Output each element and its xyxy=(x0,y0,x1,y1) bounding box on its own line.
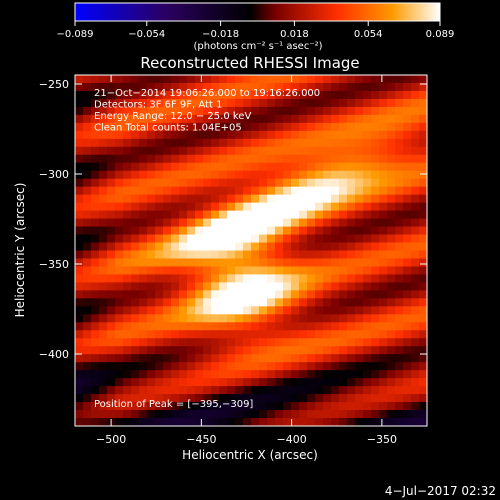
colorbar-ticks: −0.089 −0.054 −0.018 0.018 0.054 0.089 xyxy=(56,21,454,40)
colorbar-tick-label: −0.089 xyxy=(56,29,93,40)
plot-frame xyxy=(74,74,428,427)
footer-date: 4−Jul−2017 02:32 xyxy=(385,484,496,498)
colorbar-gradient xyxy=(74,2,441,22)
y-tick-label: −300 xyxy=(39,168,69,181)
peak-position-label: Position of Peak = [−395,−309] xyxy=(94,399,253,410)
x-tick-label: −500 xyxy=(96,433,126,446)
x-tick-label: −400 xyxy=(277,433,307,446)
colorbar-tick-label: 0.089 xyxy=(426,29,455,40)
y-axis-ticks: −250 −300 −350 −400 xyxy=(39,78,427,361)
x-tick-label: −350 xyxy=(367,433,397,446)
colorbar-tick-label: 0.018 xyxy=(280,29,309,40)
colorbar-tick-label: 0.054 xyxy=(354,29,383,40)
colorbar-tick-label: −0.018 xyxy=(202,29,239,40)
chart-title: Reconstructed RHESSI Image xyxy=(140,54,359,72)
info-line: Detectors: 3F 6F 9F, Att 1 xyxy=(94,100,222,111)
info-line: 21−Oct−2014 19:06:26.000 to 19:16:26.000 xyxy=(94,88,320,99)
x-axis-label: Heliocentric X (arcsec) xyxy=(182,448,318,462)
y-tick-label: −400 xyxy=(39,348,69,361)
y-tick-label: −350 xyxy=(39,258,69,271)
x-axis-ticks: −500 −450 −400 −350 xyxy=(96,75,397,446)
x-tick-label: −450 xyxy=(186,433,216,446)
colorbar-tick-label: −0.054 xyxy=(128,29,165,40)
info-line: Clean Total counts: 1.04E+05 xyxy=(94,123,242,134)
colorbar: −0.089 −0.054 −0.018 0.018 0.054 0.089 (photo… xyxy=(56,2,454,52)
y-tick-label: −250 xyxy=(39,78,69,91)
colorbar-unit-label: (photons cm⁻² s⁻¹ asec⁻²) xyxy=(193,41,322,52)
info-text-block: 21−Oct−2014 19:06:26.000 to 19:16:26.000… xyxy=(94,88,320,134)
info-line: Energy Range: 12.0 − 25.0 keV xyxy=(94,111,251,122)
y-axis-label: Heliocentric Y (arcsec) xyxy=(13,183,27,318)
heatmap-image xyxy=(75,75,427,426)
